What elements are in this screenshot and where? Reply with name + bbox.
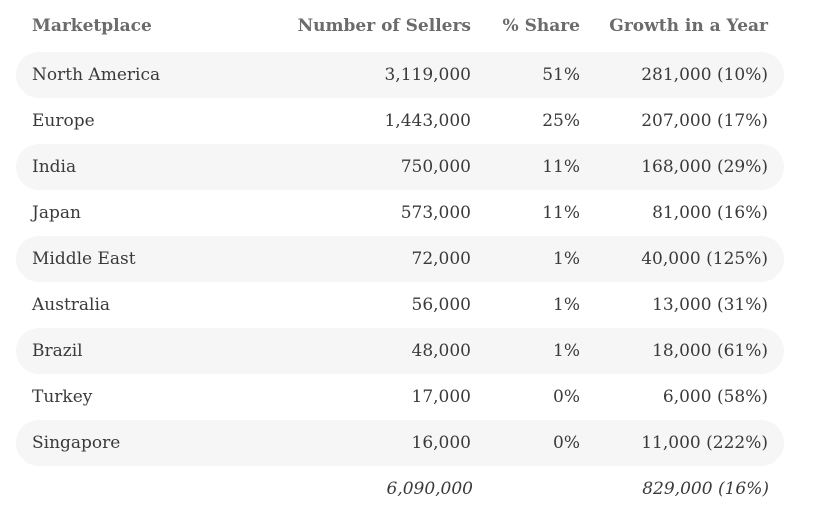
header-share: % Share	[502, 16, 581, 36]
table-row: Turkey 17,000 0% 6,000 (58%)	[16, 374, 784, 420]
table-row: Brazil 48,000 1% 18,000 (61%)	[16, 328, 784, 374]
marketplace-cell: Middle East	[32, 249, 136, 269]
table-body: North America 3,119,000 51% 281,000 (10%…	[16, 52, 784, 466]
table-row: North America 3,119,000 51% 281,000 (10%…	[16, 52, 784, 98]
total-growth: 829,000 (16%)	[642, 479, 769, 499]
share-cell: 25%	[542, 111, 580, 131]
sellers-cell: 17,000	[411, 387, 471, 407]
share-cell: 11%	[542, 157, 580, 177]
share-cell: 1%	[553, 341, 580, 361]
total-sellers: 6,090,000	[386, 479, 473, 499]
marketplace-cell: North America	[32, 65, 161, 85]
share-cell: 11%	[542, 203, 580, 223]
sellers-cell: 48,000	[411, 341, 471, 361]
marketplace-cell: Europe	[32, 111, 95, 131]
totals-row: 6,090,000 829,000 (16%)	[16, 466, 784, 512]
table-header: Marketplace Number of Sellers % Share Gr…	[16, 0, 784, 52]
marketplace-cell: Australia	[32, 295, 111, 315]
sellers-cell: 16,000	[411, 433, 471, 453]
growth-cell: 207,000 (17%)	[641, 111, 768, 131]
growth-cell: 18,000 (61%)	[652, 341, 768, 361]
table-row: India 750,000 11% 168,000 (29%)	[16, 144, 784, 190]
sellers-cell: 573,000	[400, 203, 471, 223]
table-row: Singapore 16,000 0% 11,000 (222%)	[16, 420, 784, 466]
marketplace-cell: Japan	[32, 203, 81, 223]
marketplace-cell: Brazil	[32, 341, 83, 361]
header-growth: Growth in a Year	[609, 16, 768, 36]
sellers-table: Marketplace Number of Sellers % Share Gr…	[16, 0, 784, 512]
marketplace-cell: India	[32, 157, 77, 177]
share-cell: 0%	[553, 433, 580, 453]
sellers-cell: 750,000	[400, 157, 471, 177]
sellers-cell: 72,000	[411, 249, 471, 269]
sellers-cell: 56,000	[411, 295, 471, 315]
share-cell: 51%	[542, 65, 580, 85]
growth-cell: 168,000 (29%)	[641, 157, 768, 177]
share-cell: 0%	[553, 387, 580, 407]
header-marketplace: Marketplace	[32, 16, 152, 36]
marketplace-cell: Turkey	[32, 387, 93, 407]
table-row: Middle East 72,000 1% 40,000 (125%)	[16, 236, 784, 282]
growth-cell: 40,000 (125%)	[641, 249, 768, 269]
table-row: Japan 573,000 11% 81,000 (16%)	[16, 190, 784, 236]
share-cell: 1%	[553, 249, 580, 269]
marketplace-cell: Singapore	[32, 433, 121, 453]
table-row: Australia 56,000 1% 13,000 (31%)	[16, 282, 784, 328]
header-sellers: Number of Sellers	[297, 16, 471, 36]
sellers-cell: 1,443,000	[384, 111, 471, 131]
growth-cell: 281,000 (10%)	[641, 65, 768, 85]
sellers-cell: 3,119,000	[384, 65, 471, 85]
growth-cell: 6,000 (58%)	[662, 387, 768, 407]
table-row: Europe 1,443,000 25% 207,000 (17%)	[16, 98, 784, 144]
growth-cell: 13,000 (31%)	[652, 295, 768, 315]
growth-cell: 11,000 (222%)	[641, 433, 768, 453]
share-cell: 1%	[553, 295, 580, 315]
growth-cell: 81,000 (16%)	[652, 203, 768, 223]
